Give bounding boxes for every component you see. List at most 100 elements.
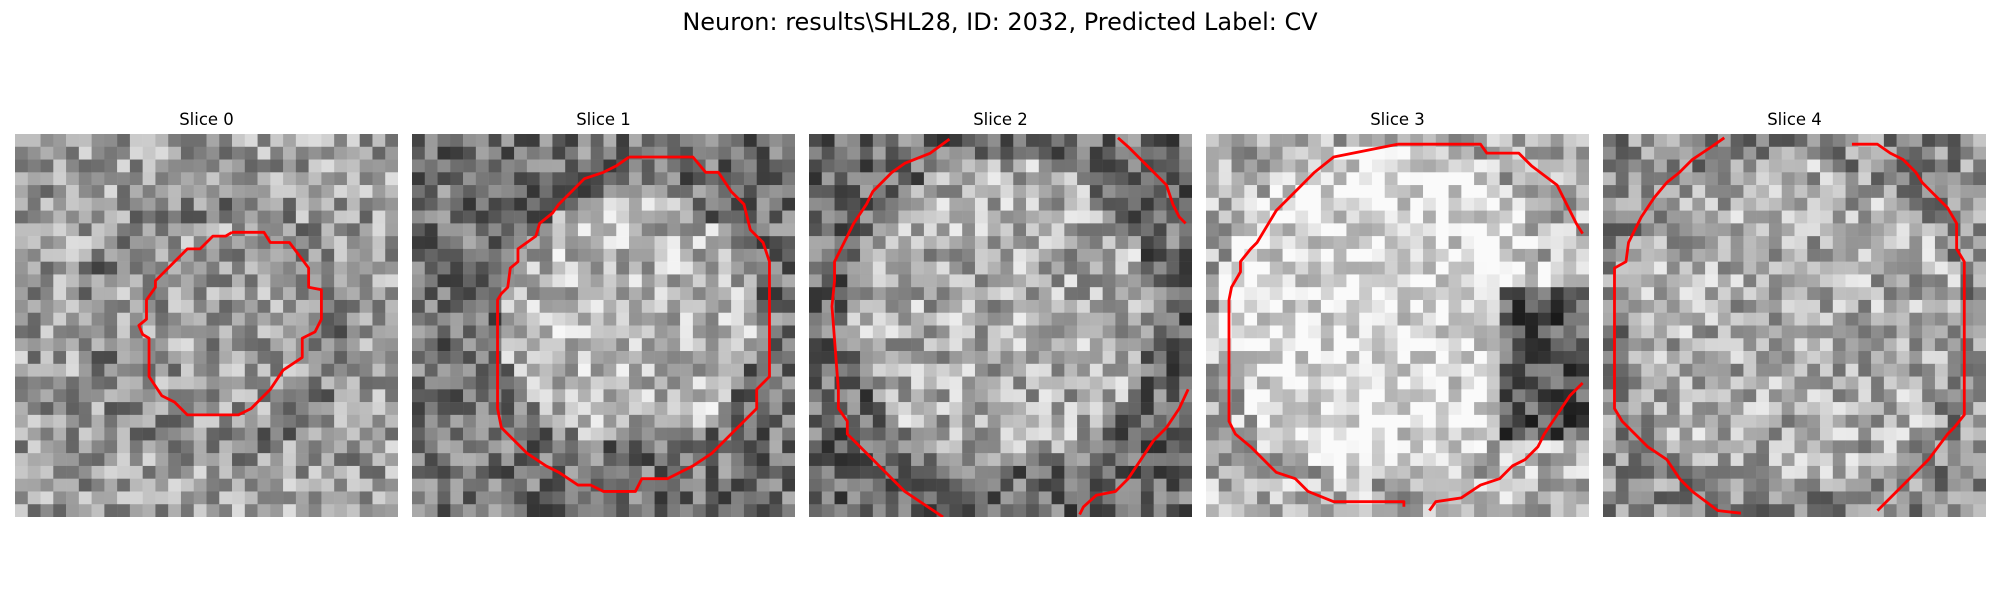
pixel	[834, 465, 848, 479]
pixel	[1512, 491, 1526, 505]
pixel	[514, 504, 528, 517]
pixel	[424, 248, 438, 262]
pixel	[923, 172, 937, 186]
pixel	[1179, 185, 1192, 199]
pixel	[1371, 172, 1385, 186]
pixel	[155, 325, 169, 339]
pixel	[1179, 491, 1192, 505]
pixel	[78, 504, 92, 517]
pixel	[1346, 427, 1360, 441]
pixel	[1359, 223, 1373, 237]
pixel	[1320, 261, 1334, 275]
pixel	[463, 261, 477, 275]
pixel	[334, 274, 348, 288]
pixel	[1153, 465, 1167, 479]
pixel	[1038, 210, 1052, 224]
pixel	[577, 414, 591, 428]
pixel	[911, 197, 925, 211]
pixel	[1218, 248, 1232, 262]
pixel	[731, 338, 745, 352]
pixel	[1576, 491, 1589, 505]
pixel	[193, 223, 207, 237]
pixel	[718, 504, 732, 517]
pixel	[385, 197, 398, 211]
pixel	[450, 248, 464, 262]
pixel	[1179, 427, 1192, 441]
pixel	[1128, 261, 1142, 275]
pixel	[590, 453, 604, 467]
pixel	[1333, 376, 1347, 390]
pixel	[1628, 197, 1642, 211]
pixel	[1654, 261, 1668, 275]
pixel	[769, 299, 783, 313]
pixel	[40, 274, 54, 288]
pixel	[219, 465, 233, 479]
pixel	[1423, 146, 1437, 160]
pixel	[385, 414, 398, 428]
pixel	[949, 299, 963, 313]
pixel	[1153, 236, 1167, 250]
pixel	[372, 376, 386, 390]
pixel	[565, 427, 579, 441]
pixel	[1679, 146, 1693, 160]
pixel	[1654, 223, 1668, 237]
pixel	[1909, 351, 1923, 365]
pixel	[1206, 248, 1220, 262]
pixel	[590, 197, 604, 211]
pixel	[1512, 363, 1526, 377]
pixel	[270, 159, 284, 173]
pixel	[359, 491, 373, 505]
pixel	[974, 210, 988, 224]
pixel	[680, 440, 694, 454]
pixel	[616, 274, 630, 288]
pixel	[821, 351, 835, 365]
pixel	[718, 146, 732, 160]
pixel	[334, 351, 348, 365]
pixel	[1768, 389, 1782, 403]
pixel	[1858, 312, 1872, 326]
pixel	[809, 261, 823, 275]
pixel	[412, 299, 426, 313]
pixel	[1140, 376, 1154, 390]
pixel	[603, 299, 617, 313]
pixel	[193, 134, 207, 148]
pixel	[1231, 146, 1245, 160]
pixel	[705, 299, 719, 313]
pixel	[1333, 287, 1347, 301]
pixel	[1820, 453, 1834, 467]
pixel	[1333, 325, 1347, 339]
pixel	[872, 414, 886, 428]
slice-0-pixels	[15, 134, 398, 517]
pixel	[616, 287, 630, 301]
pixel	[705, 363, 719, 377]
pixel	[1756, 389, 1770, 403]
pixel	[743, 261, 757, 275]
pixel	[821, 376, 835, 390]
pixel	[1038, 287, 1052, 301]
pixel	[1397, 440, 1411, 454]
pixel	[1153, 248, 1167, 262]
pixel	[450, 274, 464, 288]
pixel	[129, 274, 143, 288]
pixel	[847, 338, 861, 352]
pixel	[1871, 274, 1885, 288]
pixel	[1705, 363, 1719, 377]
pixel	[680, 134, 694, 148]
pixel	[1563, 261, 1577, 275]
pixel	[1858, 504, 1872, 517]
pixel	[283, 210, 297, 224]
pixel	[359, 146, 373, 160]
pixel	[1603, 261, 1617, 275]
pixel	[1102, 504, 1116, 517]
pixel	[463, 478, 477, 492]
pixel	[526, 134, 540, 148]
pixel	[1845, 236, 1859, 250]
pixel	[1333, 274, 1347, 288]
pixel	[1295, 465, 1309, 479]
pixel	[1666, 402, 1680, 416]
pixel	[206, 453, 220, 467]
pixel	[321, 402, 335, 416]
pixel	[987, 414, 1001, 428]
pixel	[206, 261, 220, 275]
pixel	[1435, 504, 1449, 517]
